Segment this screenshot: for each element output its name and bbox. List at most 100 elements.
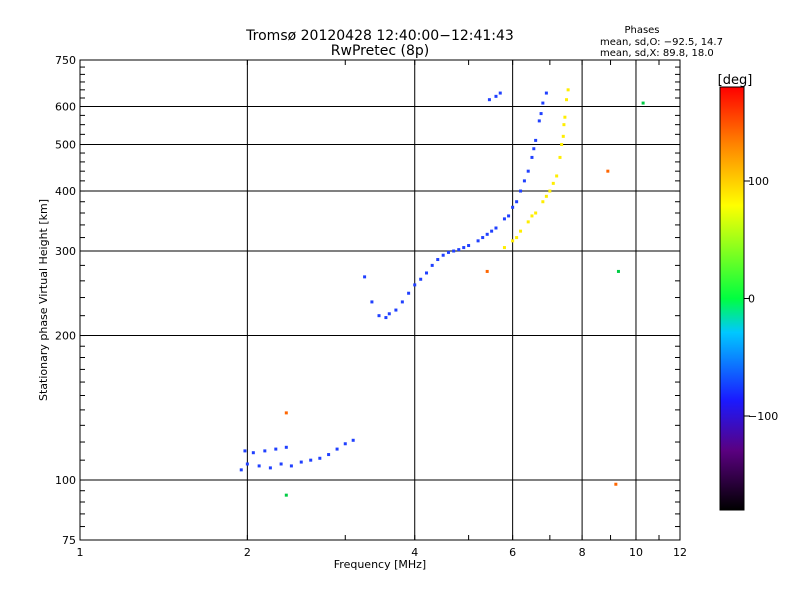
- data-point: [515, 236, 519, 240]
- data-point: [394, 308, 398, 312]
- colorbar-ticks: 100 0 −100: [744, 175, 778, 423]
- data-point: [548, 189, 552, 193]
- data-point: [327, 453, 331, 457]
- data-point: [476, 239, 480, 243]
- data-point: [481, 236, 485, 240]
- phases-line-x: mean, sd,X: 89.8, 18.0: [600, 48, 714, 59]
- colorbar-label: [deg]: [718, 73, 753, 88]
- plot-area: [79, 59, 681, 541]
- data-point: [558, 155, 562, 159]
- data-point: [541, 200, 545, 204]
- data-point: [457, 248, 461, 252]
- data-point: [515, 200, 519, 204]
- data-point: [441, 253, 445, 257]
- data-point: [284, 411, 288, 415]
- colorbar-tick-label: 0: [748, 293, 755, 306]
- data-point: [446, 250, 450, 254]
- data-point: [555, 174, 559, 178]
- data-point: [502, 246, 506, 250]
- data-point: [485, 232, 489, 236]
- data-point: [537, 119, 541, 123]
- data-point: [268, 466, 272, 470]
- grid: [80, 60, 680, 540]
- x-tick-label: 8: [579, 546, 586, 559]
- x-tick-label: 6: [509, 546, 516, 559]
- data-point: [274, 447, 278, 451]
- x-tick-label: 2: [244, 546, 251, 559]
- data-point: [335, 447, 339, 451]
- data-point: [502, 217, 506, 221]
- chart-subtitle: RwPretec (8p): [331, 43, 429, 59]
- data-point: [562, 123, 566, 127]
- data-point: [534, 138, 538, 142]
- data-point: [565, 98, 569, 102]
- x-tick-label: 4: [411, 546, 418, 559]
- data-point: [526, 220, 530, 224]
- data-point: [530, 155, 534, 159]
- y-tick-label: 75: [62, 534, 76, 547]
- colorbar: [719, 86, 745, 511]
- data-point: [400, 300, 404, 304]
- y-tick-label: 600: [55, 101, 76, 114]
- data-point: [370, 300, 374, 304]
- phases-line-o: mean, sd,O: −92.5, 14.7: [600, 37, 723, 48]
- data-point: [561, 134, 565, 138]
- data-point: [407, 291, 411, 295]
- data-point: [430, 263, 434, 267]
- data-point: [560, 143, 564, 147]
- data-point: [534, 211, 538, 215]
- data-point: [318, 456, 322, 460]
- data-point: [566, 88, 570, 92]
- y-tick-label: 300: [55, 245, 76, 258]
- data-point: [519, 229, 523, 233]
- data-point: [498, 91, 502, 95]
- x-axis: 1 2 4 6 8 10 12: [77, 60, 687, 559]
- data-point: [243, 449, 247, 453]
- data-point: [413, 283, 417, 287]
- data-point: [485, 269, 489, 273]
- data-point: [522, 179, 526, 183]
- data-point: [377, 314, 381, 318]
- y-tick-label: 750: [55, 54, 76, 67]
- data-point: [641, 101, 645, 105]
- data-point: [284, 445, 288, 449]
- data-point: [541, 101, 545, 105]
- data-point: [519, 189, 523, 193]
- data-point: [616, 269, 620, 273]
- data-point: [251, 451, 255, 455]
- x-tick-label: 10: [629, 546, 643, 559]
- data-point: [544, 91, 548, 95]
- data-point: [539, 112, 543, 116]
- data-point: [507, 214, 511, 218]
- data-point: [462, 246, 466, 250]
- data-point: [544, 194, 548, 198]
- data-point: [452, 249, 456, 253]
- data-point: [239, 468, 243, 472]
- data-point: [467, 244, 471, 248]
- data-point: [299, 460, 303, 464]
- data-point: [289, 464, 293, 468]
- colorbar-tick-label: 100: [748, 175, 769, 188]
- y-axis: 75 100 200 300 400 500 600 750: [55, 54, 680, 547]
- data-point: [511, 205, 515, 209]
- data-point: [263, 449, 267, 453]
- phases-title: Phases: [624, 25, 659, 36]
- data-point: [257, 464, 261, 468]
- data-point: [343, 442, 347, 446]
- data-points: [239, 88, 645, 497]
- data-point: [563, 115, 567, 119]
- data-point: [526, 169, 530, 173]
- x-tick-label: 1: [77, 546, 84, 559]
- data-point: [551, 181, 555, 185]
- colorbar-tick-label: −100: [748, 410, 778, 423]
- data-point: [490, 229, 494, 233]
- chart-title: Tromsø 20120428 12:40:00−12:41:43: [245, 28, 514, 44]
- data-point: [614, 482, 618, 486]
- data-point: [530, 214, 534, 218]
- y-tick-label: 200: [55, 330, 76, 343]
- data-point: [279, 462, 283, 466]
- data-point: [425, 271, 429, 275]
- x-tick-label: 12: [673, 546, 687, 559]
- y-axis-label: Stationary phase Virtual Height [km]: [37, 199, 50, 401]
